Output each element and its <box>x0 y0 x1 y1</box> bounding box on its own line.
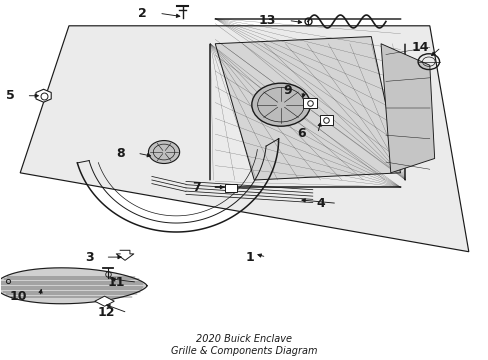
Text: 13: 13 <box>258 14 276 27</box>
Text: 9: 9 <box>283 84 292 97</box>
FancyBboxPatch shape <box>303 98 316 108</box>
Circle shape <box>251 83 310 126</box>
Text: 3: 3 <box>84 251 93 264</box>
Polygon shape <box>116 250 134 260</box>
FancyBboxPatch shape <box>319 115 332 126</box>
Polygon shape <box>380 44 434 173</box>
Polygon shape <box>20 26 468 252</box>
Text: 2: 2 <box>138 7 147 20</box>
Text: 5: 5 <box>5 89 14 102</box>
Circle shape <box>148 140 179 163</box>
Text: 6: 6 <box>296 127 305 140</box>
Text: 1: 1 <box>245 251 254 264</box>
Text: 11: 11 <box>107 276 125 289</box>
Text: 8: 8 <box>116 147 125 159</box>
Text: 12: 12 <box>98 306 115 319</box>
Text: 7: 7 <box>191 181 200 194</box>
Text: 2020 Buick Enclave
Grille & Components Diagram: 2020 Buick Enclave Grille & Components D… <box>171 334 317 356</box>
Polygon shape <box>95 296 114 306</box>
Text: 10: 10 <box>10 290 27 303</box>
Text: 14: 14 <box>410 41 428 54</box>
FancyBboxPatch shape <box>224 184 237 192</box>
Polygon shape <box>215 37 400 180</box>
Text: 4: 4 <box>316 197 325 210</box>
Polygon shape <box>36 89 51 102</box>
Polygon shape <box>0 268 147 304</box>
